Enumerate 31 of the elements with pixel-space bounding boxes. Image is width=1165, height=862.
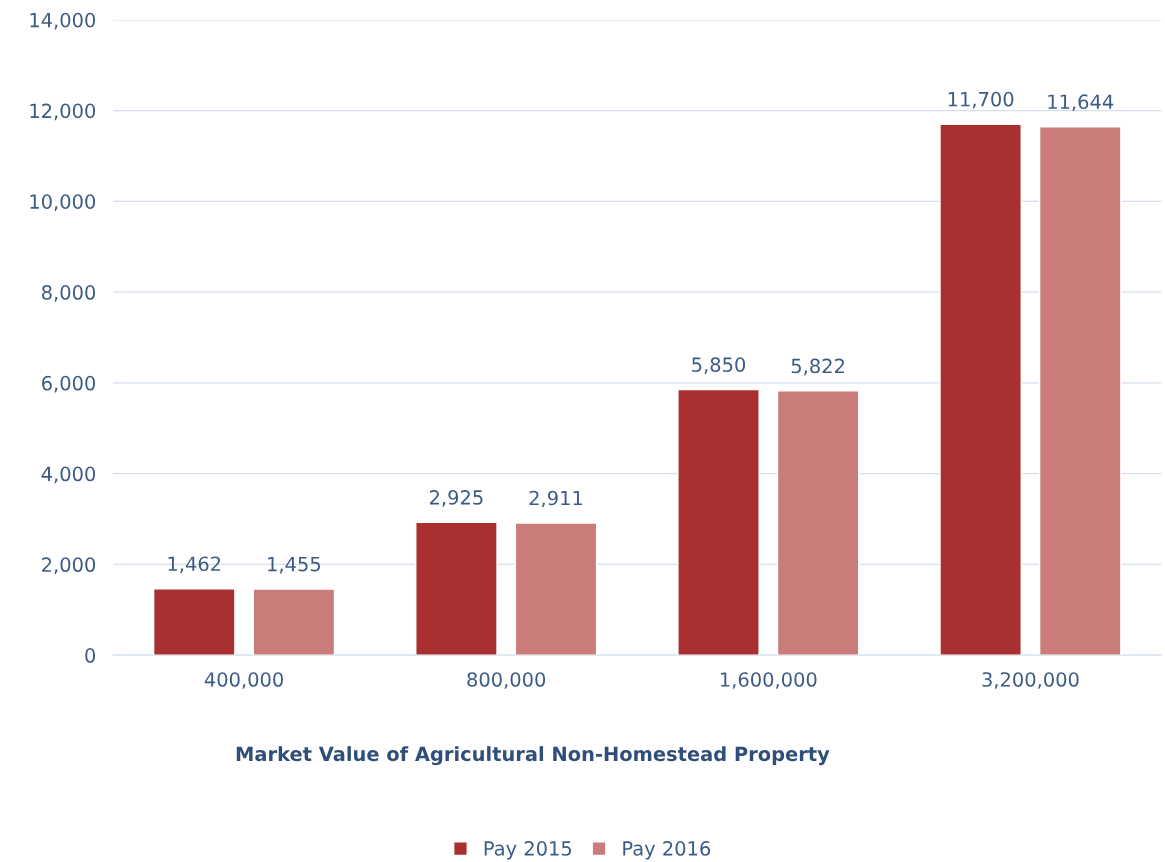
data-label: 11,644 [1048,94,1114,112]
y-tick-label: 10,000 [30,194,96,211]
bar [252,588,336,656]
data-label: 1,462 [168,556,221,574]
bar [514,522,598,656]
x-tick-label: 800,000 [467,672,546,689]
y-tick-label: 12,000 [30,103,96,121]
bar [1038,126,1122,656]
y-tick-label: 4,000 [41,466,96,484]
legend-label: Pay 2015 [484,841,572,860]
y-tick-label: 6,000 [42,375,96,393]
x-tick-label: 3,200,000 [982,672,1079,689]
y-tick-label: 8,000 [41,285,96,302]
data-label: 1,455 [268,556,321,574]
y-tick-label: 14,000 [30,12,96,30]
data-label: 2,911 [529,490,583,508]
y-tick-label: 0 [85,648,96,663]
legend-label: Pay 2016 [623,841,711,860]
y-tick-label: 2,000 [42,557,96,575]
x-axis-title: Market Value of Agricultural Non-Homestead Property [236,746,830,766]
data-label: 2,925 [429,490,483,507]
bar [939,123,1022,656]
bar [776,390,860,656]
bar [677,388,760,656]
data-label: 5,822 [791,358,845,376]
bar [415,521,498,656]
x-tick-label: 400,000 [204,672,283,689]
x-tick-label: 1,600,000 [720,672,817,689]
data-label: 5,850 [692,357,746,374]
bar [152,588,236,656]
data-label: 11,700 [948,91,1014,109]
